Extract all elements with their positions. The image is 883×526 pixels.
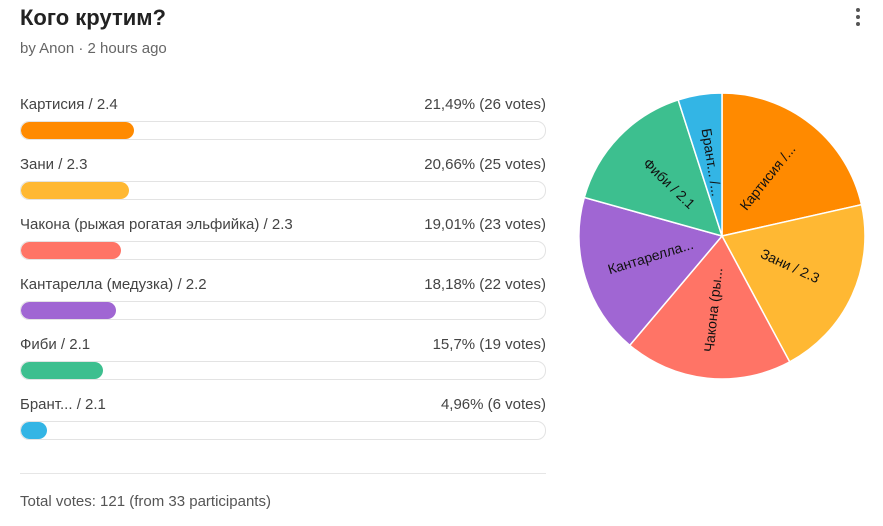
option-label: Чакона (рыжая рогатая эльфийка) / 2.3 [20, 216, 293, 233]
more-options-icon[interactable] [850, 6, 866, 28]
option-bar-fill [21, 422, 47, 439]
option-bar-fill [21, 242, 121, 259]
option-label: Кантарелла (медузка) / 2.2 [20, 276, 207, 293]
option-bar-fill [21, 362, 104, 379]
option-bar-track [20, 421, 546, 440]
option-bar-track [20, 181, 546, 200]
option-result: 4,96% (6 votes) [440, 396, 546, 413]
option-bar-fill [21, 302, 117, 319]
option-bar-fill [21, 182, 130, 199]
option-result: 19,01% (23 votes) [424, 216, 546, 233]
poll-option-3: Кантарелла (медузка) / 2.2 18,18% (22 vo… [20, 274, 546, 334]
kebab-dot [856, 15, 860, 19]
pie-slice [583, 98, 724, 238]
pie-slice [578, 196, 724, 347]
results-divider [20, 473, 546, 474]
option-label: Фиби / 2.1 [20, 336, 91, 353]
poll-title: Кого крутим? [20, 5, 166, 30]
option-bar-track [20, 361, 546, 380]
option-bar-fill [21, 122, 134, 139]
option-bar-track [20, 301, 546, 320]
poll-option-5: Брант... / 2.1 4,96% (6 votes) [20, 394, 546, 454]
option-bar-track [20, 241, 546, 260]
poll-option-1: Зани / 2.3 20,66% (25 votes) [20, 154, 546, 214]
option-result: 15,7% (19 votes) [432, 336, 546, 353]
pie-slice [720, 203, 866, 363]
poll-options: Картисия / 2.4 21,49% (26 votes) Зани / … [20, 94, 546, 454]
total-votes: Total votes: 121 (from 33 participants) [20, 493, 271, 510]
poll-option-0: Картисия / 2.4 21,49% (26 votes) [20, 94, 546, 154]
option-label: Зани / 2.3 [20, 156, 88, 173]
pie-slice [721, 92, 863, 237]
option-result: 20,66% (25 votes) [424, 156, 546, 173]
pie-slice [628, 234, 791, 380]
pie-slice [677, 92, 723, 237]
option-bar-track [20, 121, 546, 140]
poll-option-4: Фиби / 2.1 15,7% (19 votes) [20, 334, 546, 394]
kebab-dot [856, 22, 860, 26]
kebab-dot [856, 8, 860, 12]
option-result: 18,18% (22 votes) [424, 276, 546, 293]
poll-option-2: Чакона (рыжая рогатая эльфийка) / 2.3 19… [20, 214, 546, 274]
option-label: Брант... / 2.1 [20, 396, 106, 413]
option-label: Картисия / 2.4 [20, 96, 118, 113]
poll-meta: by Anon · 2 hours ago [20, 40, 167, 57]
option-result: 21,49% (26 votes) [424, 96, 546, 113]
